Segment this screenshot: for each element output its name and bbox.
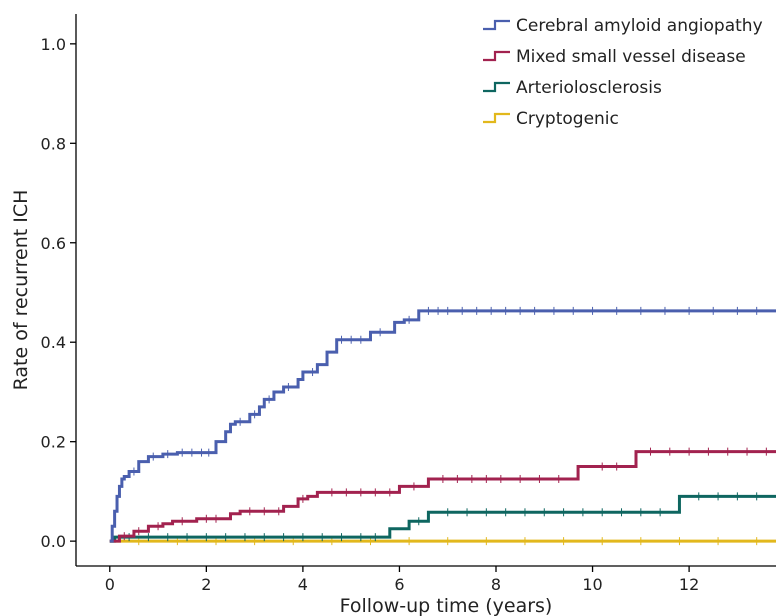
legend-label: Arteriolosclerosis — [516, 78, 662, 98]
series-line — [109, 309, 776, 543]
x-ticks: 0 2 4 6 8 10 12 — [105, 566, 699, 594]
y-tick-label: 0.4 — [41, 333, 66, 352]
legend-swatch — [483, 19, 510, 31]
x-tick-label: 8 — [491, 575, 501, 594]
x-tick-label: 12 — [679, 575, 699, 594]
legend-swatch — [483, 112, 510, 124]
x-tick-label: 2 — [201, 575, 211, 594]
legend: Cerebral amyloid angiopathy Mixed small v… — [483, 16, 763, 129]
legend-label: Mixed small vessel disease — [516, 47, 746, 67]
series-mixed-small-vessel-disease — [109, 447, 776, 543]
legend-label: Cryptogenic — [516, 109, 619, 129]
series-layer — [109, 306, 776, 546]
series-cryptogenic — [109, 537, 776, 546]
y-axis-title: Rate of recurrent ICH — [10, 190, 32, 391]
axes — [75, 14, 776, 567]
y-ticks: 0.0 0.2 0.4 0.6 0.8 1.0 — [41, 35, 76, 551]
x-tick-label: 6 — [394, 575, 404, 594]
x-tick-label: 4 — [298, 575, 308, 594]
legend-item: Mixed small vessel disease — [483, 47, 746, 67]
series-line — [109, 450, 776, 543]
legend-item: Arteriolosclerosis — [483, 78, 662, 98]
y-tick-label: 0.0 — [41, 532, 66, 551]
y-tick-label: 0.2 — [41, 433, 66, 452]
legend-label: Cerebral amyloid angiopathy — [516, 16, 763, 36]
legend-swatch — [483, 81, 510, 93]
legend-item: Cryptogenic — [483, 109, 619, 129]
x-tick-label: 10 — [582, 575, 602, 594]
y-tick-label: 0.8 — [41, 134, 66, 153]
series-cerebral-amyloid-angiopathy — [109, 306, 776, 543]
legend-item: Cerebral amyloid angiopathy — [483, 16, 763, 36]
x-axis-title: Follow-up time (years) — [340, 595, 553, 616]
y-tick-label: 1.0 — [41, 35, 66, 54]
x-tick-label: 0 — [105, 575, 115, 594]
legend-swatch — [483, 50, 510, 62]
series-line — [109, 494, 776, 543]
series-arteriolosclerosis — [109, 492, 776, 543]
y-tick-label: 0.6 — [41, 234, 66, 253]
